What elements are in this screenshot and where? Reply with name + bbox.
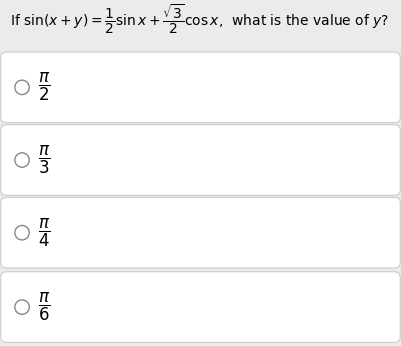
Text: $\dfrac{\pi}{6}$: $\dfrac{\pi}{6}$: [38, 291, 51, 323]
Text: If $\sin(x+y)=\dfrac{1}{2}\sin x+\dfrac{\sqrt{3}}{2}\cos x$,  what is the value : If $\sin(x+y)=\dfrac{1}{2}\sin x+\dfrac{…: [10, 2, 389, 36]
Ellipse shape: [15, 300, 29, 314]
Ellipse shape: [15, 80, 29, 94]
Ellipse shape: [15, 226, 29, 240]
FancyBboxPatch shape: [1, 52, 400, 123]
Text: $\dfrac{\pi}{4}$: $\dfrac{\pi}{4}$: [38, 217, 51, 249]
Text: $\dfrac{\pi}{2}$: $\dfrac{\pi}{2}$: [38, 71, 51, 103]
Text: $\dfrac{\pi}{3}$: $\dfrac{\pi}{3}$: [38, 144, 51, 176]
FancyBboxPatch shape: [1, 272, 400, 343]
FancyBboxPatch shape: [1, 197, 400, 268]
FancyBboxPatch shape: [1, 125, 400, 195]
Ellipse shape: [15, 153, 29, 167]
